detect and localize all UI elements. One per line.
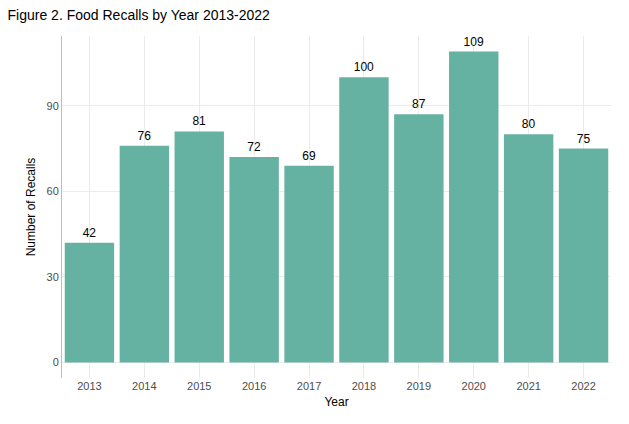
svg-text:42: 42 bbox=[83, 226, 97, 240]
svg-text:87: 87 bbox=[412, 97, 426, 111]
svg-text:30: 30 bbox=[47, 271, 59, 283]
svg-text:90: 90 bbox=[47, 100, 59, 112]
svg-text:75: 75 bbox=[577, 132, 591, 146]
svg-text:76: 76 bbox=[138, 129, 152, 143]
svg-text:2013: 2013 bbox=[77, 380, 101, 392]
svg-text:2019: 2019 bbox=[407, 380, 431, 392]
svg-text:Number of Recalls: Number of Recalls bbox=[24, 158, 38, 257]
svg-text:72: 72 bbox=[247, 140, 261, 154]
svg-text:0: 0 bbox=[53, 356, 59, 368]
svg-text:69: 69 bbox=[302, 149, 316, 163]
svg-text:Year: Year bbox=[324, 395, 348, 409]
svg-text:2015: 2015 bbox=[187, 380, 211, 392]
svg-text:2014: 2014 bbox=[132, 380, 156, 392]
svg-text:80: 80 bbox=[522, 117, 536, 131]
svg-text:2022: 2022 bbox=[571, 380, 595, 392]
svg-text:2017: 2017 bbox=[297, 380, 321, 392]
svg-text:109: 109 bbox=[464, 35, 484, 49]
svg-text:2018: 2018 bbox=[352, 380, 376, 392]
svg-text:2021: 2021 bbox=[516, 380, 540, 392]
svg-text:2016: 2016 bbox=[242, 380, 266, 392]
svg-text:2020: 2020 bbox=[462, 380, 486, 392]
svg-text:81: 81 bbox=[192, 114, 206, 128]
svg-text:100: 100 bbox=[354, 60, 374, 74]
svg-text:Figure 2. Food Recalls by Year: Figure 2. Food Recalls by Year 2013-2022 bbox=[8, 7, 270, 23]
svg-text:60: 60 bbox=[47, 185, 59, 197]
